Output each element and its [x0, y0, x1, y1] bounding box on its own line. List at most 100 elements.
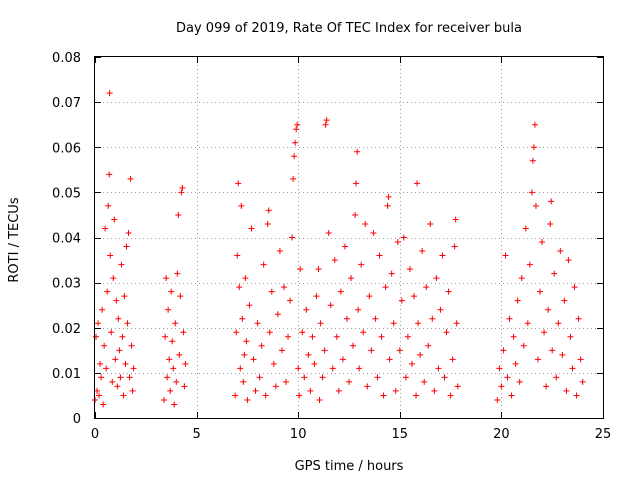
- data-point: [348, 275, 355, 282]
- data-point: [176, 351, 183, 358]
- data-point: [291, 153, 298, 160]
- data-point: [109, 378, 116, 385]
- data-point: [451, 243, 458, 250]
- data-point: [520, 342, 527, 349]
- data-point: [376, 252, 383, 259]
- data-point: [290, 175, 297, 182]
- data-point: [415, 320, 422, 327]
- data-point: [163, 275, 170, 282]
- data-point: [268, 288, 275, 295]
- data-point: [355, 306, 362, 313]
- data-point: [388, 270, 395, 277]
- data-point: [504, 374, 511, 381]
- data-point: [559, 351, 566, 358]
- data-point: [539, 239, 546, 246]
- data-point: [117, 374, 124, 381]
- data-point: [506, 315, 513, 322]
- data-point: [233, 329, 240, 336]
- data-point: [382, 284, 389, 291]
- data-point: [494, 396, 501, 403]
- data-point: [118, 261, 125, 268]
- data-point: [167, 387, 174, 394]
- data-point: [449, 356, 456, 363]
- data-point: [294, 121, 301, 128]
- data-point: [452, 216, 459, 223]
- data-point: [129, 387, 136, 394]
- data-point: [370, 229, 377, 236]
- x-tick-label: 25: [595, 427, 612, 442]
- data-point: [350, 342, 357, 349]
- data-point: [317, 320, 324, 327]
- data-point: [236, 284, 243, 291]
- data-point: [252, 387, 259, 394]
- data-point: [313, 293, 320, 300]
- data-point: [258, 342, 265, 349]
- data-point: [510, 333, 517, 340]
- data-point: [237, 365, 244, 372]
- chart-title: Day 099 of 2019, Rate Of TEC Index for r…: [176, 21, 522, 36]
- data-point: [321, 347, 328, 354]
- data-point: [322, 121, 329, 128]
- data-point: [162, 333, 169, 340]
- data-point: [177, 293, 184, 300]
- data-point: [569, 365, 576, 372]
- data-point: [352, 211, 359, 218]
- data-point: [243, 338, 250, 345]
- grid: [95, 57, 603, 418]
- data-point: [577, 356, 584, 363]
- data-point: [238, 202, 245, 209]
- data-point: [170, 365, 177, 372]
- data-point: [526, 261, 533, 268]
- data-point: [108, 329, 115, 336]
- y-tick-label: 0.05: [52, 186, 81, 201]
- data-point: [378, 333, 385, 340]
- data-point: [353, 180, 360, 187]
- data-point: [390, 320, 397, 327]
- data-point: [341, 243, 348, 250]
- data-point: [120, 392, 127, 399]
- data-point: [111, 216, 118, 223]
- data-point: [166, 356, 173, 363]
- data-point: [374, 374, 381, 381]
- data-point: [437, 306, 444, 313]
- data-point: [112, 356, 119, 363]
- data-point: [561, 297, 568, 304]
- data-point: [276, 248, 283, 255]
- data-point: [241, 351, 248, 358]
- data-point: [413, 392, 420, 399]
- data-point: [522, 225, 529, 232]
- data-point: [360, 329, 367, 336]
- data-point: [396, 347, 403, 354]
- data-point: [500, 347, 507, 354]
- data-point: [571, 284, 578, 291]
- data-points: [92, 90, 586, 408]
- data-point: [293, 126, 300, 133]
- data-point: [386, 356, 393, 363]
- data-point: [337, 288, 344, 295]
- data-point: [325, 229, 332, 236]
- y-tick-label: 0.02: [52, 322, 81, 337]
- data-point: [99, 306, 106, 313]
- data-point: [555, 320, 562, 327]
- data-point: [402, 374, 409, 381]
- data-point: [124, 320, 131, 327]
- data-point: [543, 383, 550, 390]
- data-point: [315, 266, 322, 273]
- x-tick-label: 5: [192, 427, 200, 442]
- data-point: [541, 329, 548, 336]
- data-point: [545, 306, 552, 313]
- data-point: [174, 270, 181, 277]
- data-point: [172, 320, 179, 327]
- data-point: [563, 387, 570, 394]
- data-point: [296, 392, 303, 399]
- data-point: [362, 220, 369, 227]
- data-point: [394, 239, 401, 246]
- data-point: [169, 338, 176, 345]
- x-tick-label: 0: [91, 427, 99, 442]
- axis-tick-labels: 0 5 10 15 20 25 0 0.01 0.02 0.03 0.04 0.05 0.06 0.07 0…: [52, 51, 611, 442]
- data-point: [297, 266, 304, 273]
- y-axis-label: ROTI / TECUs: [7, 197, 22, 282]
- data-point: [256, 374, 263, 381]
- data-point: [303, 306, 310, 313]
- data-point: [128, 342, 135, 349]
